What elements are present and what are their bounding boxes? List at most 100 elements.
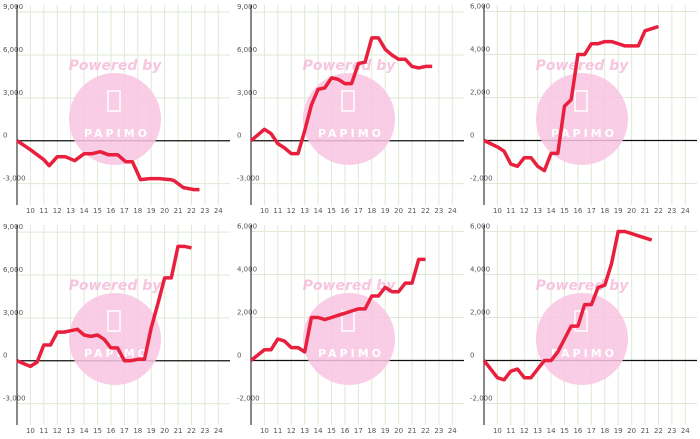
x-tick-label: 23 bbox=[434, 427, 443, 435]
y-tick-label: 0 bbox=[3, 132, 7, 140]
x-tick-label: 12 bbox=[286, 427, 295, 435]
watermark-logo bbox=[574, 90, 588, 112]
y-tick-label: 2,000 bbox=[237, 308, 257, 316]
watermark-circle bbox=[536, 73, 628, 165]
x-tick-label: 21 bbox=[641, 427, 650, 435]
x-tick-label: 13 bbox=[66, 427, 75, 435]
x-tick-label: 11 bbox=[39, 427, 48, 435]
x-tick-label: 12 bbox=[53, 427, 62, 435]
x-tick-label: 23 bbox=[434, 207, 443, 215]
x-tick-label: 17 bbox=[587, 427, 596, 435]
x-tick-label: 24 bbox=[681, 207, 690, 215]
data-line bbox=[16, 244, 192, 369]
x-tick-label: 12 bbox=[520, 427, 529, 435]
data-line bbox=[483, 24, 660, 173]
x-tick-label: 23 bbox=[667, 207, 676, 215]
watermark-text: Powered by bbox=[536, 278, 630, 294]
watermark-logo-text: PAPIMO bbox=[317, 127, 383, 140]
line-chart: 10 11 12 13 14 15 16 17 18 19 20 21 22 23 24 -3,000 0 3,0… bbox=[3, 3, 230, 215]
x-tick-label: 10 bbox=[493, 427, 502, 435]
watermark-text: Powered by bbox=[536, 58, 630, 74]
x-tick-label: 23 bbox=[667, 427, 676, 435]
x-tick-label: 19 bbox=[147, 427, 156, 435]
x-tick-label: 19 bbox=[380, 207, 389, 215]
y-tick-label: -3,000 bbox=[3, 175, 26, 183]
x-tick-label: 13 bbox=[300, 207, 309, 215]
x-tick-label: 18 bbox=[133, 427, 142, 435]
y-tick-label: 3,000 bbox=[3, 89, 23, 97]
x-tick-label: 17 bbox=[353, 207, 362, 215]
x-tick-label: 16 bbox=[106, 427, 115, 435]
x-tick-label: 20 bbox=[160, 207, 169, 215]
watermark-circle bbox=[69, 73, 161, 165]
x-tick-label: 15 bbox=[560, 207, 569, 215]
x-tick-label: 20 bbox=[394, 207, 403, 215]
y-tick-label: 9,000 bbox=[3, 3, 23, 11]
y-tick-label: 0 bbox=[237, 351, 241, 359]
x-tick-label: 18 bbox=[367, 427, 376, 435]
y-tick-label: 0 bbox=[470, 351, 474, 359]
x-tick-label: 20 bbox=[627, 207, 636, 215]
x-tick-label: 17 bbox=[587, 207, 596, 215]
watermark-logo bbox=[340, 90, 355, 112]
x-tick-label: 22 bbox=[654, 427, 663, 435]
y-tick-label: 6,000 bbox=[237, 46, 257, 54]
x-tick-label: 17 bbox=[353, 427, 362, 435]
x-tick-label: 12 bbox=[53, 207, 62, 215]
x-tick-label: 15 bbox=[327, 207, 336, 215]
x-tick-label: 14 bbox=[80, 427, 89, 435]
watermark-logo-text: PAPIMO bbox=[317, 347, 383, 360]
x-tick-label: 20 bbox=[160, 427, 169, 435]
x-tick-label: 15 bbox=[560, 427, 569, 435]
x-tick-label: 11 bbox=[506, 207, 515, 215]
y-tick-label: 4,000 bbox=[470, 45, 490, 53]
x-tick-label: 24 bbox=[447, 207, 456, 215]
watermark-logo-text: PAPIMO bbox=[84, 127, 150, 140]
x-tick-label: 10 bbox=[493, 207, 502, 215]
data-line bbox=[249, 36, 432, 156]
watermark-circle bbox=[536, 293, 628, 385]
y-tick-label: 0 bbox=[3, 352, 7, 360]
y-tick-label: 2,000 bbox=[470, 88, 490, 96]
x-tick-label: 22 bbox=[654, 207, 663, 215]
y-tick-label: -2,000 bbox=[470, 394, 493, 402]
x-tick-label: 23 bbox=[200, 207, 209, 215]
x-tick-label: 11 bbox=[273, 207, 282, 215]
watermark-circle bbox=[302, 293, 395, 385]
y-tick-label: 6,000 bbox=[237, 222, 257, 230]
x-tick-label: 16 bbox=[340, 427, 349, 435]
watermark-text: Powered by bbox=[69, 58, 163, 74]
watermark-logo-text: PAPIMO bbox=[551, 347, 617, 360]
x-tick-label: 12 bbox=[520, 207, 529, 215]
watermark-logo bbox=[107, 90, 121, 112]
x-tick-label: 18 bbox=[600, 427, 609, 435]
x-tick-label: 10 bbox=[259, 207, 268, 215]
x-tick-label: 13 bbox=[533, 427, 542, 435]
x-tick-label: 13 bbox=[300, 427, 309, 435]
x-tick-label: 19 bbox=[380, 427, 389, 435]
y-tick-label: 6,000 bbox=[470, 2, 490, 10]
y-tick-label: 9,000 bbox=[237, 3, 257, 11]
x-tick-label: 16 bbox=[573, 207, 582, 215]
x-tick-label: 15 bbox=[93, 427, 102, 435]
x-tick-label: 18 bbox=[133, 207, 142, 215]
x-tick-label: 18 bbox=[367, 207, 376, 215]
x-tick-label: 18 bbox=[600, 207, 609, 215]
x-tick-label: 16 bbox=[106, 207, 115, 215]
x-tick-label: 16 bbox=[573, 427, 582, 435]
x-tick-label: 14 bbox=[313, 207, 322, 215]
y-tick-label: 2,000 bbox=[470, 308, 490, 316]
x-tick-label: 13 bbox=[66, 207, 75, 215]
x-tick-label: 22 bbox=[187, 207, 196, 215]
x-tick-label: 12 bbox=[286, 207, 295, 215]
x-tick-label: 11 bbox=[39, 207, 48, 215]
watermark-circle bbox=[69, 293, 161, 385]
x-tick-label: 23 bbox=[200, 427, 209, 435]
y-tick-label: 3,000 bbox=[237, 89, 257, 97]
x-tick-label: 16 bbox=[340, 207, 349, 215]
watermark-text: Powered by bbox=[69, 278, 163, 294]
y-tick-label: 4,000 bbox=[470, 265, 490, 273]
x-tick-label: 13 bbox=[533, 207, 542, 215]
x-tick-label: 15 bbox=[93, 207, 102, 215]
